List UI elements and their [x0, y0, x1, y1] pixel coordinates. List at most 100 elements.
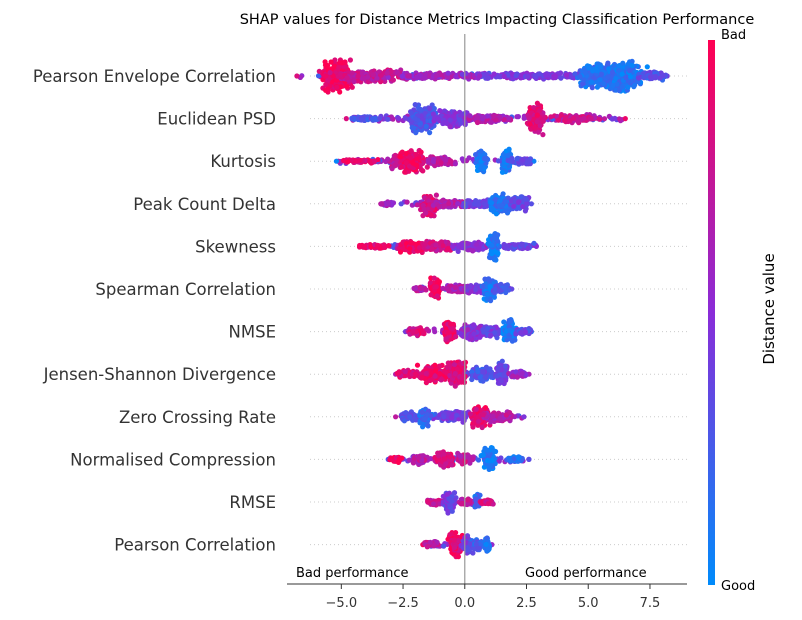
- shap-point: [407, 246, 413, 252]
- shap-point: [323, 81, 329, 88]
- shap-point: [497, 198, 503, 204]
- shap-point: [342, 59, 348, 65]
- feature-label: Zero Crossing Rate: [119, 408, 276, 427]
- shap-point: [493, 249, 499, 255]
- shap-point: [636, 75, 642, 81]
- shap-point: [359, 116, 365, 123]
- shap-point: [398, 164, 404, 170]
- shap-points: [294, 57, 670, 560]
- feature-label: Jensen-Shannon Divergence: [43, 365, 276, 384]
- shap-point: [385, 156, 391, 162]
- shap-point: [465, 241, 471, 247]
- shap-point: [486, 277, 493, 283]
- shap-point: [433, 73, 439, 79]
- shap-point: [397, 249, 404, 255]
- shap-point: [601, 116, 608, 122]
- shap-point: [509, 155, 515, 161]
- shap-point: [435, 116, 441, 122]
- shap-point: [620, 60, 626, 66]
- shap-point: [410, 328, 416, 335]
- shap-point: [598, 64, 604, 70]
- shap-point: [428, 212, 434, 218]
- shap-point: [522, 195, 529, 202]
- shap-point: [540, 132, 546, 138]
- shap-point: [408, 110, 414, 116]
- shap-point: [328, 59, 334, 65]
- shap-point: [422, 75, 428, 81]
- shap-point: [492, 286, 498, 292]
- shap-point: [557, 70, 564, 76]
- shap-point: [625, 84, 631, 90]
- shap-point: [452, 284, 458, 291]
- shap-point: [362, 244, 368, 250]
- shap-point: [531, 124, 537, 130]
- shap-point: [552, 74, 558, 81]
- shap-point: [447, 124, 453, 130]
- shap-point: [453, 74, 459, 80]
- shap-point: [581, 77, 587, 83]
- shap-point: [597, 77, 603, 83]
- shap-point: [438, 160, 444, 166]
- shap-point: [474, 119, 481, 126]
- shap-point: [647, 74, 654, 80]
- shap-point: [429, 246, 435, 252]
- shap-point: [518, 241, 525, 247]
- shap-point: [374, 242, 381, 248]
- shap-point: [575, 118, 581, 124]
- shap-point: [629, 63, 636, 69]
- shap-point: [598, 71, 605, 77]
- shap-point: [402, 115, 409, 121]
- shap-point: [484, 291, 490, 297]
- shap-point: [491, 71, 497, 77]
- shap-point: [459, 156, 465, 162]
- shap-point: [349, 70, 355, 76]
- shap-point: [606, 66, 612, 72]
- shap-point: [482, 202, 488, 208]
- shap-point: [499, 169, 506, 175]
- feature-label: Euclidean PSD: [157, 110, 276, 129]
- shap-point: [488, 207, 494, 213]
- shap-point: [325, 62, 331, 69]
- shap-point: [457, 117, 463, 123]
- shap-point: [491, 113, 498, 119]
- shap-point: [406, 73, 412, 79]
- shap-point: [431, 275, 437, 281]
- shap-point: [431, 326, 437, 332]
- feature-label: Normalised Compression: [70, 450, 276, 469]
- shap-point: [524, 73, 531, 80]
- shap-point: [427, 105, 433, 112]
- shap-point: [582, 70, 588, 76]
- shap-point: [477, 73, 483, 79]
- shap-point: [467, 113, 473, 119]
- shap-point: [443, 336, 449, 342]
- shap-point: [520, 157, 526, 163]
- shap-point: [418, 285, 424, 291]
- shap-point: [408, 240, 414, 246]
- shap-point: [580, 81, 586, 87]
- shap-point: [450, 243, 456, 250]
- shap-point: [414, 162, 420, 168]
- shap-point: [531, 240, 537, 246]
- shap-point: [355, 73, 361, 79]
- shap-point: [512, 242, 518, 248]
- shap-point: [294, 73, 300, 79]
- shap-point: [412, 285, 419, 291]
- shap-point: [497, 287, 503, 293]
- shap-point: [404, 199, 410, 205]
- shap-point: [610, 82, 616, 89]
- shap-point: [600, 81, 607, 87]
- shap-point: [384, 70, 390, 76]
- shap-point: [446, 200, 452, 207]
- shap-point: [414, 74, 420, 80]
- shap-point: [397, 154, 403, 160]
- shap-point: [412, 116, 418, 122]
- shap-point: [506, 146, 512, 152]
- shap-point: [588, 79, 595, 85]
- shap-point: [513, 73, 519, 79]
- shap-point: [455, 201, 461, 207]
- shap-point: [577, 73, 583, 80]
- feature-label: NMSE: [229, 323, 276, 342]
- shap-point: [567, 118, 573, 124]
- shap-point: [478, 148, 484, 154]
